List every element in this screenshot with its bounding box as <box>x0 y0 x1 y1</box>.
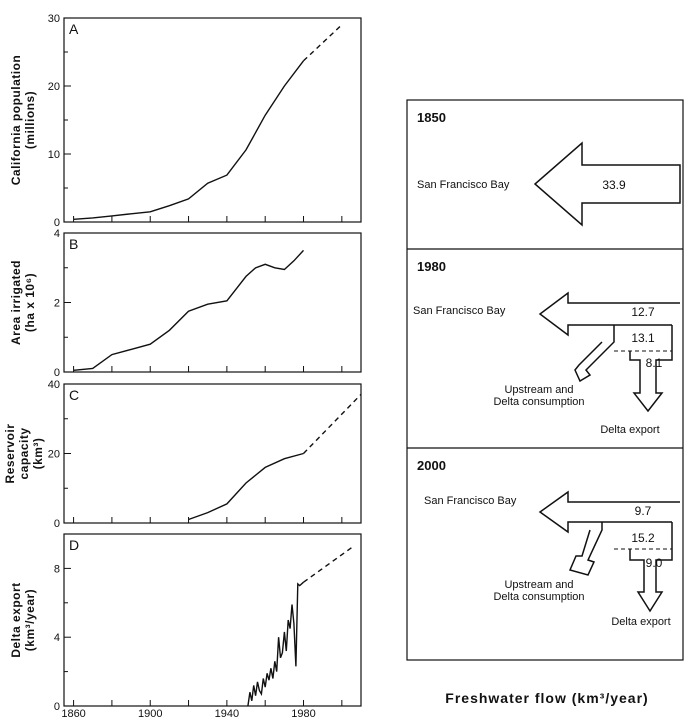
bay-label-1850: San Francisco Bay <box>417 179 510 191</box>
export-label-2000: Delta export <box>611 616 670 628</box>
ylabel-line: Delta export <box>9 582 23 657</box>
ylabel-line: Area irrigated <box>9 260 23 345</box>
projection-line <box>303 24 343 62</box>
xtick-label: 1900 <box>138 708 162 719</box>
ylabel-line: Reservoir <box>3 424 17 484</box>
flow-year-1850: 1850 <box>417 110 446 125</box>
panel-letter: B <box>69 236 78 252</box>
series-line <box>188 452 304 521</box>
consumption-arrow-1980 <box>574 325 615 383</box>
consumption-flow-1980: 13.1 <box>631 331 655 345</box>
panel-A: A 0 10 20 30 California population (millions) <box>9 13 362 229</box>
ylabel-line: (millions) <box>23 91 37 149</box>
flow-panel-1850: 1850 San Francisco Bay 33.9 <box>417 110 681 227</box>
ylabel-line: California population <box>9 55 23 186</box>
consumption-label-1980-a: Upstream and <box>504 384 573 396</box>
bay-arrow-2000 <box>538 490 680 534</box>
panel-letter: C <box>69 387 79 403</box>
ylabel-line: capacity <box>17 427 31 479</box>
flow-panel-2000: 2000 San Francisco Bay 9.7 15.2 9.0 Upst… <box>417 458 680 628</box>
xtick-label: 1980 <box>291 708 315 719</box>
panel-frame <box>63 232 362 373</box>
ylabel-line: (ha x 10⁶) <box>23 273 37 332</box>
bay-label-1980: San Francisco Bay <box>413 305 506 317</box>
flow-frame <box>406 99 684 661</box>
xtick-label: 1860 <box>61 708 85 719</box>
series-line <box>247 581 304 707</box>
consumption-flow-2000: 15.2 <box>631 531 655 545</box>
export-label-1980: Delta export <box>600 424 659 436</box>
export-flow-1980: 8.1 <box>646 356 663 370</box>
xtick-label: 1940 <box>215 708 239 719</box>
consumption-label-1980-b: Delta consumption <box>493 396 584 408</box>
export-arrow-1980 <box>629 325 673 413</box>
ytick-label: 0 <box>54 518 60 530</box>
panel-C: C 0 20 40 Reservoir capacity (km³) <box>3 379 362 530</box>
consumption-label-2000-a: Upstream and <box>504 579 573 591</box>
consumption-arrow-2000 <box>568 522 603 576</box>
bay-flow-2000: 9.7 <box>635 504 652 518</box>
ytick-label: 20 <box>48 81 60 93</box>
panel-D: D 0 4 8 Delta export (km³/year) <box>9 533 362 713</box>
consumption-label-2000-b: Delta consumption <box>493 591 584 603</box>
flow-year-1980: 1980 <box>417 259 446 274</box>
panel-frame <box>63 533 362 707</box>
projection-line <box>302 393 362 454</box>
ytick-label: 20 <box>48 449 60 461</box>
bay-flow-1980: 12.7 <box>631 305 655 319</box>
ylabel-line: (km³) <box>31 438 45 470</box>
flow-panel-1980: 1980 San Francisco Bay 12.7 13.1 8.1 Ups… <box>413 259 680 436</box>
panel-B: B 0 2 4 Area irrigated (ha x 10⁶) <box>9 228 362 379</box>
panel-letter: D <box>69 537 79 553</box>
ytick-label: 8 <box>54 563 60 575</box>
bay-arrow-1980 <box>538 291 680 337</box>
ytick-label: 2 <box>54 298 60 310</box>
ytick-label: 0 <box>54 367 60 379</box>
ytick-label: 4 <box>54 228 60 240</box>
ytick-label: 4 <box>54 632 60 644</box>
ytick-label: 10 <box>48 149 60 161</box>
series-line <box>73 60 305 220</box>
ytick-label: 40 <box>48 379 60 391</box>
bay-flow-1850: 33.9 <box>602 178 626 192</box>
bay-arrow-1850 <box>533 141 681 227</box>
export-flow-2000: 9.0 <box>646 556 663 570</box>
bay-label-2000: San Francisco Bay <box>424 495 517 507</box>
ylabel-line: (km³/year) <box>23 589 37 651</box>
projection-line <box>303 547 352 583</box>
panel-frame <box>63 383 362 524</box>
flow-xlabel: Freshwater flow (km³/year) <box>445 690 648 706</box>
ytick-label: 30 <box>48 13 60 25</box>
panel-letter: A <box>69 21 79 37</box>
ytick-label: 0 <box>54 701 60 713</box>
export-arrow-2000 <box>629 522 673 613</box>
flow-year-2000: 2000 <box>417 458 446 473</box>
ytick-label: 0 <box>54 217 60 229</box>
flow-diagram: 1850 San Francisco Bay 33.9 1980 San Fra… <box>406 99 684 706</box>
panel-frame <box>63 17 362 223</box>
series-line <box>73 249 305 371</box>
